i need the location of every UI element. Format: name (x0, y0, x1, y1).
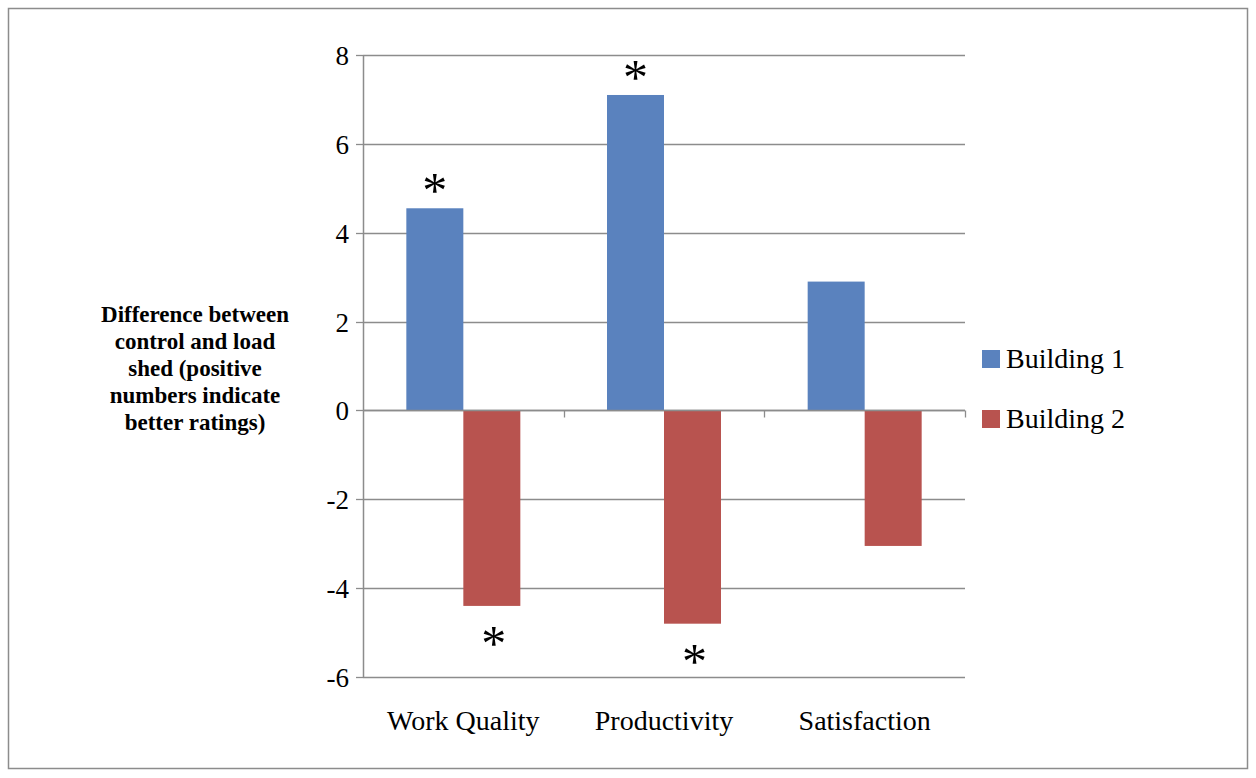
y-tick (356, 55, 363, 56)
legend-label: Building 2 (1006, 403, 1125, 434)
bar (865, 410, 922, 546)
bar (406, 208, 463, 410)
chart-frame (9, 9, 1248, 769)
grid-line (363, 55, 965, 56)
y-tick (356, 410, 363, 411)
y-axis (363, 55, 365, 677)
y-tick (356, 499, 363, 500)
bar (607, 95, 664, 410)
y-tick-label: -4 (327, 574, 350, 604)
y-tick (356, 588, 363, 589)
chart-root: -6 -4 -2 0 2 4 6 8 Work Quality Productivity Satis… (0, 0, 1256, 778)
x-tick (764, 411, 765, 418)
y-tick-label: 6 (336, 130, 350, 160)
bar (808, 282, 865, 411)
grid-line (363, 410, 965, 411)
grid-line (363, 677, 965, 678)
x-axis (363, 410, 965, 412)
y-tick-label: 8 (336, 41, 350, 71)
y-tick-label: 0 (336, 396, 350, 426)
legend-swatch (982, 410, 1000, 428)
significance-marker: * (623, 49, 648, 105)
y-tick-label: -6 (327, 663, 350, 693)
y-tick (356, 144, 363, 145)
y-tick-label: -2 (327, 485, 350, 515)
bar (463, 410, 520, 605)
y-axis-label: Difference between control and load shed… (100, 301, 290, 436)
significance-marker: * (422, 162, 447, 218)
significance-marker: * (481, 615, 506, 671)
x-tick-label: Productivity (595, 705, 733, 736)
y-tick-label: 2 (336, 308, 350, 338)
legend: Building 1 Building 2 (982, 343, 1125, 434)
x-tick-label: Satisfaction (799, 705, 931, 736)
bar (664, 410, 721, 623)
legend-swatch (982, 350, 1000, 368)
legend-label: Building 1 (1006, 343, 1125, 374)
y-tick (356, 233, 363, 234)
x-tick-label: Work Quality (387, 705, 540, 736)
y-tick (356, 322, 363, 323)
x-tick (965, 411, 966, 418)
y-tick-label: 4 (336, 219, 350, 249)
significance-marker: * (682, 633, 707, 689)
y-tick (356, 677, 363, 678)
x-tick (564, 411, 565, 418)
bars (406, 95, 921, 624)
